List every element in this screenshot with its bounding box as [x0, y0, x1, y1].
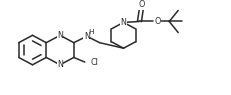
Text: Cl: Cl — [91, 58, 99, 66]
Text: H: H — [88, 29, 94, 35]
Text: O: O — [154, 17, 161, 26]
Text: O: O — [138, 0, 145, 9]
Text: N: N — [84, 32, 90, 41]
Text: N: N — [57, 31, 63, 40]
Text: N: N — [121, 18, 126, 27]
Text: N: N — [57, 60, 63, 69]
